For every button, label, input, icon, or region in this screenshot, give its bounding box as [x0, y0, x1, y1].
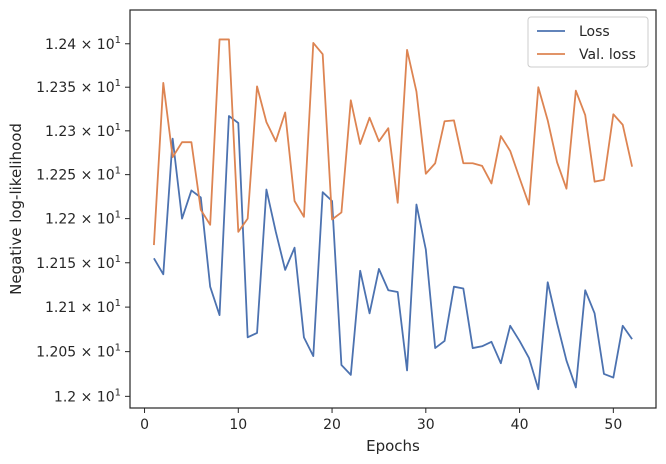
x-tick-label: 0	[140, 417, 149, 433]
legend: Loss Val. loss	[527, 16, 649, 68]
y-tick-label: 1.235 × 101	[36, 78, 121, 96]
y-tick-label: 1.23 × 101	[45, 122, 121, 140]
x-tick-label: 50	[604, 417, 622, 433]
x-tick-label: 40	[511, 417, 529, 433]
x-axis-label: Epochs	[366, 437, 420, 455]
y-tick-label: 1.215 × 101	[36, 254, 121, 272]
series-layer	[153, 38, 633, 391]
y-tick-label: 1.24 × 101	[45, 35, 121, 53]
y-tick-label: 1.225 × 101	[36, 166, 121, 184]
series-line-val-loss	[153, 38, 633, 246]
plot-frame	[129, 9, 657, 409]
y-tick-label: 1.22 × 101	[45, 210, 121, 228]
y-tick-label: 1.205 × 101	[36, 343, 121, 361]
x-tick-label: 20	[323, 417, 341, 433]
legend-label-loss: Loss	[579, 24, 610, 40]
legend-label-val-loss: Val. loss	[579, 47, 636, 63]
x-tick-label: 10	[229, 417, 247, 433]
series-line-loss	[153, 115, 633, 391]
y-axis-label: Negative log-likelihood	[7, 123, 25, 295]
x-axis-ticks: 0 10 20 30 40 50	[140, 408, 622, 433]
y-tick-label: 1.2 × 101	[54, 387, 121, 405]
x-tick-label: 30	[417, 417, 435, 433]
y-axis-ticks: 1.2 × 101 1.205 × 101 1.21 × 101 1.215 × 10…	[36, 35, 130, 405]
y-tick-label: 1.21 × 101	[45, 298, 121, 316]
